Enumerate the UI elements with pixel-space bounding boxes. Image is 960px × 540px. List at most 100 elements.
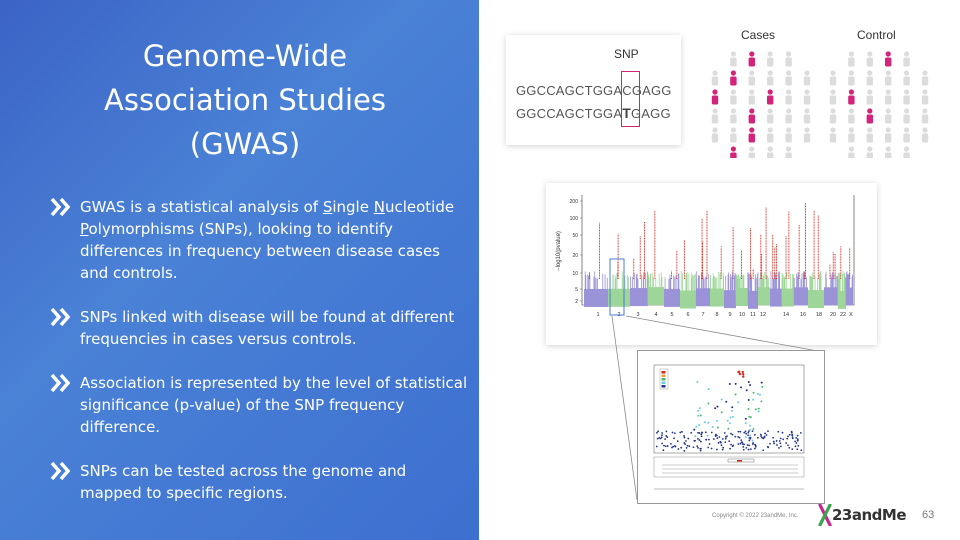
regional-snp-point <box>724 441 727 443</box>
regional-snp-point <box>775 440 778 442</box>
regional-snp-point <box>730 443 732 446</box>
regional-snp-point <box>747 431 750 434</box>
regional-snp-point <box>692 446 695 449</box>
regional-snp-point <box>745 432 748 435</box>
lead-snp-point <box>741 370 744 374</box>
regional-snp-point <box>700 435 703 438</box>
regional-snp-point <box>664 445 667 448</box>
regional-snp-point <box>724 437 727 440</box>
case-person <box>803 127 811 143</box>
regional-snp-point <box>734 435 737 438</box>
case-person <box>785 89 792 105</box>
bullet-list: GWAS is a statistical analysis of Single… <box>48 196 468 526</box>
control-person <box>866 89 873 105</box>
regional-snp-point <box>698 439 701 441</box>
regional-snp-point <box>739 430 742 433</box>
lead-snp-point <box>742 375 745 378</box>
regional-snp-point <box>742 446 745 448</box>
control-person <box>848 51 855 67</box>
regional-snp-point <box>794 440 796 443</box>
regional-snp-point <box>772 436 775 439</box>
regional-snp-point <box>687 437 690 440</box>
regional-snp-point <box>707 438 710 441</box>
regional-snp-point <box>723 432 726 434</box>
case-person-highlighted <box>748 51 755 67</box>
regional-snp-point <box>747 448 750 451</box>
regional-snp-point <box>671 431 674 434</box>
regional-snp-point <box>787 444 789 447</box>
regional-snp-point <box>753 447 756 450</box>
bullet-text: SNPs linked with disease will be found a… <box>80 308 455 348</box>
case-person <box>730 108 737 124</box>
regional-association-plot <box>637 350 825 504</box>
regional-snp-point <box>677 448 680 450</box>
regional-snp-point <box>721 448 724 451</box>
regional-snp-point <box>726 419 729 422</box>
regional-snp-point <box>698 407 701 410</box>
regional-snp-point <box>762 449 765 452</box>
title-line-1: Genome-Wide <box>142 39 348 73</box>
double-chevron-icon <box>50 373 71 393</box>
control-person <box>921 89 929 105</box>
manhattan-ytick-label: 100 <box>570 216 579 222</box>
regional-snp-point <box>703 421 706 424</box>
title-line-3: (GWAS) <box>189 127 301 161</box>
regional-snp-point <box>782 438 785 441</box>
regional-snp-point <box>707 388 710 391</box>
copyright-text: Copyright © 2022 23andMe, Inc. <box>712 513 799 519</box>
regional-snp-point <box>742 448 745 451</box>
regional-snp-point <box>765 434 768 436</box>
control-label: Control <box>857 28 896 42</box>
regional-snp-point <box>732 444 735 447</box>
regional-snp-point <box>673 444 676 447</box>
control-person <box>829 127 837 143</box>
regional-snp-point <box>683 436 686 439</box>
regional-snp-point <box>785 442 788 444</box>
regional-snp-point <box>710 447 713 450</box>
regional-snp-point <box>763 436 766 439</box>
regional-snp-point <box>749 384 752 387</box>
logo-text: 23andMe <box>832 506 907 524</box>
bullet-text: GWAS is a statistical analysis of Single… <box>80 198 455 282</box>
manhattan-xtick-label: 6 <box>686 312 689 318</box>
regional-snp-point <box>683 449 686 452</box>
regional-snp-point <box>795 442 798 444</box>
regional-snp-point <box>745 389 748 392</box>
lead-snp-point <box>742 372 745 376</box>
control-person <box>903 108 910 124</box>
regional-snp-point <box>756 436 759 439</box>
regional-snp-point <box>696 445 699 448</box>
control-person <box>903 127 910 143</box>
double-chevron-icon <box>50 461 71 481</box>
regional-snp-point <box>754 433 756 436</box>
regional-snp-point <box>778 447 780 449</box>
regional-snp-point <box>756 392 759 395</box>
regional-snp-point <box>665 430 668 433</box>
regional-snp-point <box>744 422 747 425</box>
regional-snp-point <box>710 431 713 434</box>
double-chevron-icon <box>50 197 71 217</box>
regional-snp-point <box>728 422 731 425</box>
manhattan-ytick-label: 200 <box>570 199 579 205</box>
cases-population-icon <box>711 51 811 158</box>
regional-snp-point <box>659 437 662 440</box>
regional-snp-point <box>764 432 767 435</box>
regional-snp-point <box>744 430 747 433</box>
manhattan-xtick-label: 12 <box>760 312 766 318</box>
control-person <box>866 127 873 143</box>
regional-snp-point <box>711 425 714 428</box>
manhattan-ylabel: −log10(pvalue) <box>556 231 562 271</box>
case-person-highlighted <box>748 127 755 143</box>
manhattan-xtick-label: 8 <box>715 312 718 318</box>
bullet-item: SNPs can be tested across the genome and… <box>48 460 468 504</box>
regional-snp-point <box>748 415 751 418</box>
regional-snp-point <box>708 443 711 445</box>
regional-snp-point <box>757 407 760 410</box>
regional-snp-point <box>747 380 750 383</box>
logo-mark-icon <box>818 504 832 526</box>
regional-snp-point <box>751 439 754 442</box>
control-person <box>903 51 910 67</box>
case-person <box>785 51 792 67</box>
regional-snp-point <box>706 434 709 437</box>
left-panel: Genome-Wide Association Studies (GWAS) G… <box>0 0 479 540</box>
